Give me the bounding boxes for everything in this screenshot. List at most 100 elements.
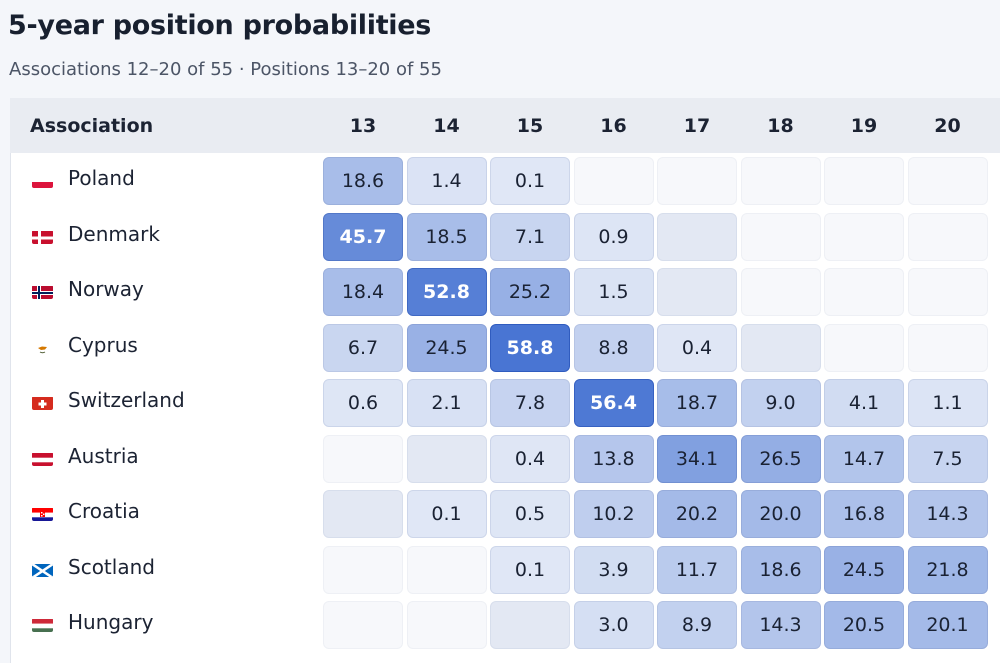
- norway-flag-icon: [32, 285, 53, 299]
- heatmap-cell: [824, 157, 904, 205]
- cyprus-flag-icon: [32, 341, 53, 355]
- heatmap-cell: 18.4: [323, 268, 403, 316]
- heatmap-cell: [824, 212, 904, 261]
- association-name-poland: Poland: [68, 166, 135, 190]
- croatia-flag-icon: [32, 507, 53, 521]
- heatmap-cell: 8.9: [657, 601, 737, 649]
- column-header-13: 13: [349, 115, 377, 137]
- heatmap-cell: 10.2: [573, 490, 654, 538]
- association-name-denmark: Denmark: [68, 221, 160, 246]
- column-header-14: 14: [433, 115, 460, 137]
- heatmap-cell: 9.0: [740, 379, 821, 427]
- heatmap-cell: [406, 545, 487, 594]
- heatmap-cell: 0.1: [490, 545, 570, 594]
- association-name-cyprus: Cyprus: [68, 332, 138, 357]
- heatmap-cell: 0.4: [657, 323, 737, 372]
- heatmap-cell: [740, 323, 821, 372]
- heatmap-cell: 7.5: [907, 434, 988, 483]
- heatmap-cell: 0.5: [490, 490, 570, 538]
- heatmap-cell: [490, 601, 570, 649]
- heatmap-cell: 20.1: [907, 601, 988, 649]
- heatmap-cell: 16.8: [824, 490, 904, 538]
- heatmap-cell: [323, 434, 403, 483]
- heatmap-cell: [323, 490, 403, 538]
- heatmap-cell: [824, 323, 904, 372]
- heatmap-cell: 0.4: [490, 434, 570, 483]
- heatmap-cell: 1.4: [406, 157, 487, 205]
- heatmap-cell: 18.5: [406, 212, 487, 261]
- table-header-row: [10, 98, 1000, 153]
- heatmap-cell: 2.1: [406, 379, 487, 427]
- heatmap-cell: 24.5: [406, 323, 487, 372]
- heatmap-cell: 18.7: [657, 379, 737, 427]
- heatmap-cell: [323, 545, 403, 594]
- heatmap-cell: 14.3: [740, 601, 821, 649]
- heatmap-cell: 58.8: [490, 323, 570, 372]
- heatmap-cell: [740, 268, 821, 316]
- heatmap-cell: 20.2: [657, 490, 737, 538]
- heatmap-cell: [657, 268, 737, 316]
- page-subtitle: Associations 12–20 of 55 · Positions 13–…: [9, 59, 442, 80]
- heatmap-cell: [323, 601, 403, 649]
- heatmap-cell: 14.3: [907, 490, 988, 538]
- heatmap-cell: 7.1: [490, 212, 570, 261]
- heatmap-cell: [573, 157, 654, 205]
- switzerland-flag-icon: [32, 396, 53, 410]
- heatmap-cell: [907, 157, 988, 205]
- heatmap-cell: 34.1: [657, 434, 737, 483]
- heatmap-cell: 24.5: [824, 545, 904, 594]
- association-name-austria: Austria: [68, 443, 139, 468]
- association-name-scotland: Scotland: [68, 554, 155, 579]
- column-header-16: 16: [600, 115, 627, 137]
- heatmap-cell: 4.1: [824, 379, 904, 427]
- heatmap-cell: 6.7: [323, 323, 403, 372]
- heatmap-cell: [406, 601, 487, 649]
- heatmap-cell: 25.2: [490, 268, 570, 316]
- heatmap-cell: 13.8: [573, 434, 654, 483]
- heatmap-cell: 0.9: [573, 212, 654, 261]
- heatmap-cell: 1.5: [573, 268, 654, 316]
- heatmap-cell: 21.8: [907, 545, 988, 594]
- association-name-croatia: Croatia: [68, 499, 140, 523]
- heatmap-cell: 14.7: [824, 434, 904, 483]
- heatmap-cell: [657, 157, 737, 205]
- association-name-switzerland: Switzerland: [68, 388, 185, 412]
- scotland-flag-icon: [32, 562, 53, 577]
- heatmap-cell: [907, 323, 988, 372]
- heatmap-cell: 3.9: [573, 545, 654, 594]
- austria-flag-icon: [32, 452, 53, 466]
- heatmap-cell: [740, 157, 821, 205]
- denmark-flag-icon: [32, 230, 53, 244]
- association-name-hungary: Hungary: [68, 610, 154, 634]
- heatmap-cell: 45.7: [323, 212, 403, 261]
- column-header-18: 18: [767, 115, 794, 137]
- column-header-20: 20: [934, 115, 961, 137]
- heatmap-cell: [907, 268, 988, 316]
- heatmap-cell: 0.6: [323, 379, 403, 427]
- heatmap-cell: 52.8: [406, 268, 487, 316]
- column-header-15: 15: [516, 115, 544, 137]
- heatmap-cell: [406, 434, 487, 483]
- association-name-norway: Norway: [68, 277, 144, 301]
- column-header-19: 19: [850, 115, 878, 137]
- heatmap-cell: [824, 268, 904, 316]
- heatmap-cell: 18.6: [740, 545, 821, 594]
- hungary-flag-icon: [32, 618, 53, 632]
- page-title: 5-year position probabilities: [8, 10, 432, 41]
- heatmap-cell: 18.6: [323, 157, 403, 205]
- column-header-association: Association: [30, 115, 154, 137]
- heatmap-cell: 8.8: [573, 323, 654, 372]
- heatmap-cell: 7.8: [490, 379, 570, 427]
- heatmap-cell: 20.0: [740, 490, 821, 538]
- heatmap-cell: 11.7: [657, 545, 737, 594]
- heatmap-cell: [740, 212, 821, 261]
- heatmap-cell: 0.1: [406, 490, 487, 538]
- heatmap-cell: 20.5: [824, 601, 904, 649]
- heatmap-cell: 26.5: [740, 434, 821, 483]
- heatmap-cell: [657, 212, 737, 261]
- heatmap-cell: 3.0: [573, 601, 654, 649]
- column-header-17: 17: [683, 115, 711, 137]
- heatmap-cell: 56.4: [573, 379, 654, 427]
- heatmap-cell: [907, 212, 988, 261]
- heatmap-cell: 0.1: [490, 157, 570, 205]
